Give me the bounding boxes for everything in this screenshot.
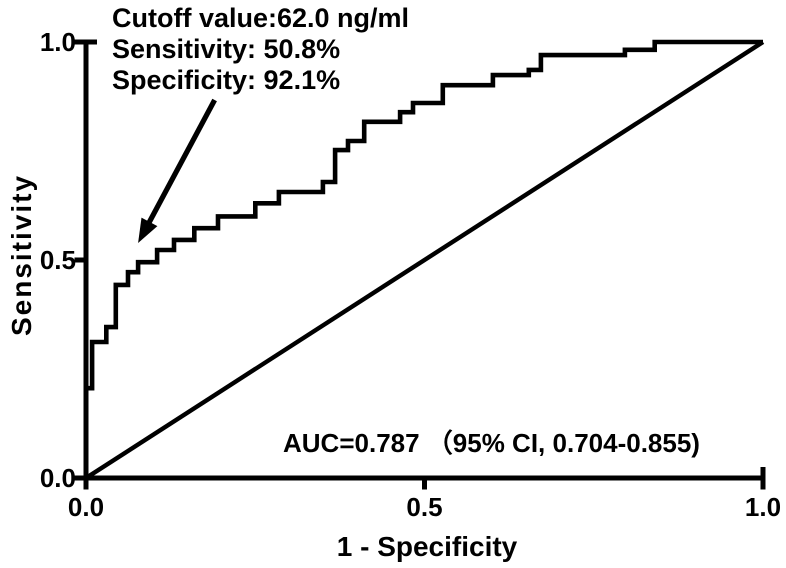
cutoff-annotation-line2: Sensitivity: 50.8% [112, 34, 341, 64]
cutoff-annotation-line3: Specificity: 92.1% [112, 65, 341, 95]
reference-diagonal-line [84, 40, 765, 480]
y-tick-label-1.0: 1.0 [39, 27, 76, 57]
y-tick-label-0.0: 0.0 [39, 463, 76, 493]
y-tick-label-0.5: 0.5 [39, 245, 76, 275]
roc-curve-line [83, 39, 763, 478]
cutoff-annotation-line1: Cutoff value:62.0 ng/ml [112, 3, 410, 33]
x-tick-label-0.5: 0.5 [406, 492, 443, 522]
x-axis-title: 1 - Specificity [336, 531, 518, 562]
x-tick-label-0.0: 0.0 [67, 492, 105, 522]
annotation-arrow-shaft [145, 98, 217, 227]
annotation-arrowhead [138, 217, 158, 243]
auc-annotation: AUC=0.787 （95% CI, 0.704-0.855) [283, 428, 700, 458]
x-tick-label-1.0: 1.0 [744, 492, 782, 522]
cutoff-annotation: Cutoff value:62.0 ng/ml Sensitivity: 50.… [112, 3, 409, 96]
